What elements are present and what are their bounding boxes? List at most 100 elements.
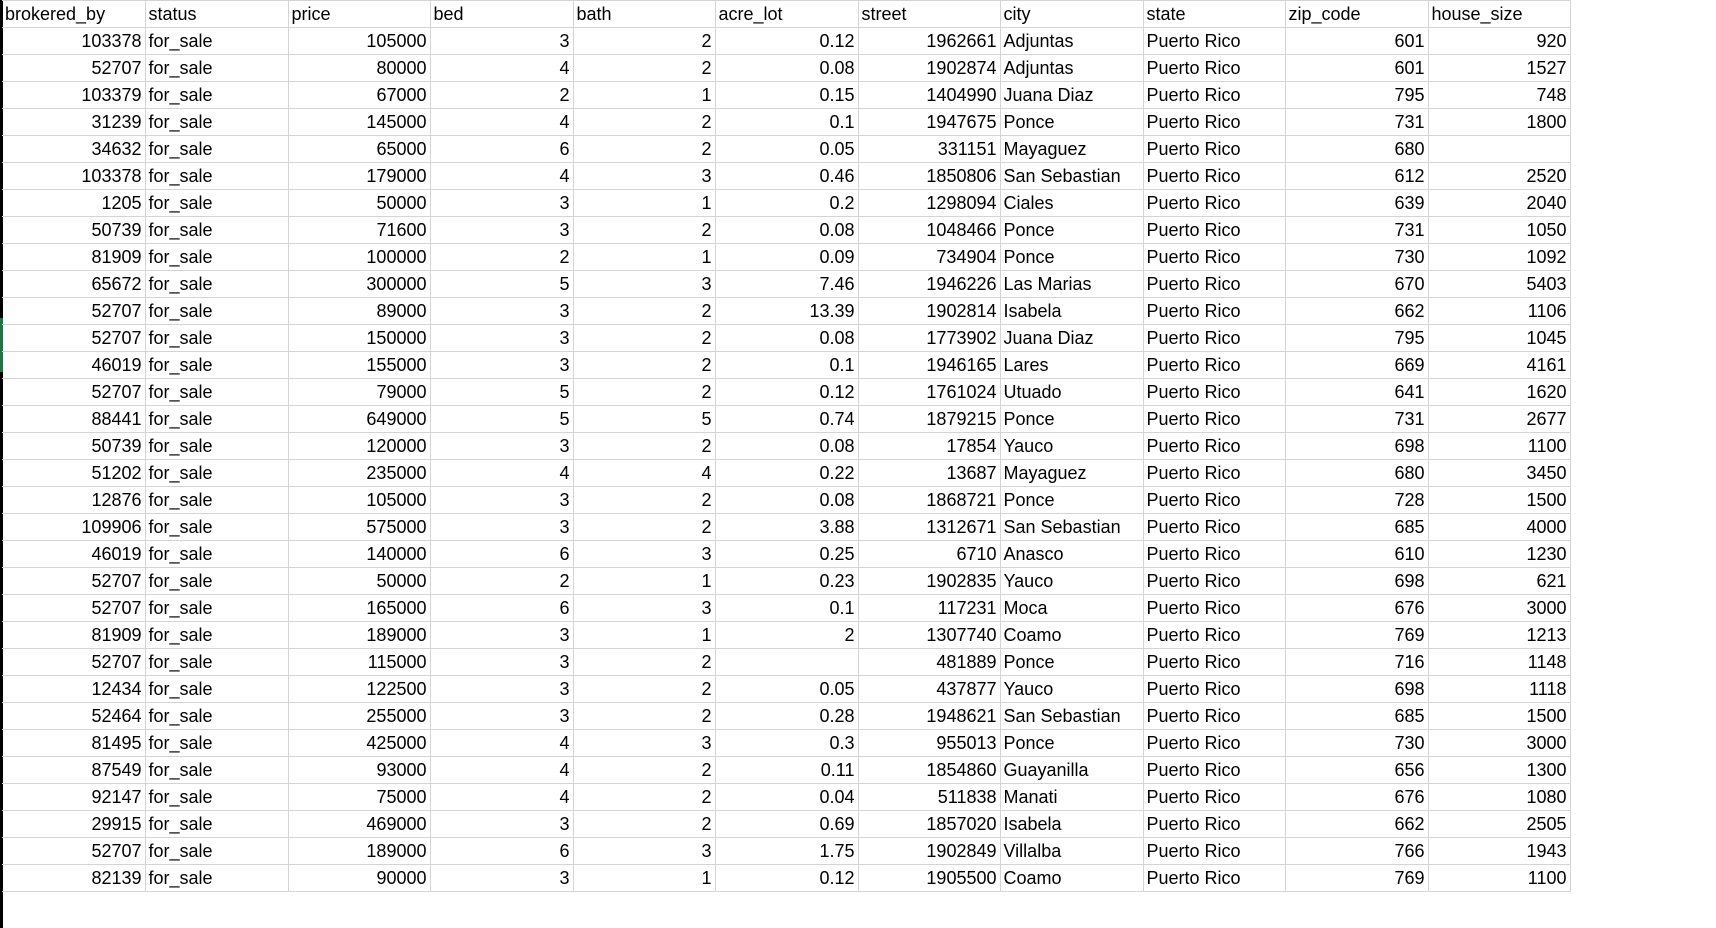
cell-price[interactable]: 80000	[288, 54, 431, 82]
cell-bath[interactable]: 2	[573, 783, 716, 811]
cell-state[interactable]: Puerto Rico	[1143, 567, 1286, 595]
cell-bath[interactable]: 2	[573, 54, 716, 82]
cell-bed[interactable]: 4	[430, 756, 574, 784]
cell-bath[interactable]: 2	[573, 513, 716, 541]
cell-acre-lot[interactable]: 0.1	[715, 594, 859, 622]
cell-bath[interactable]: 1	[573, 243, 716, 271]
cell-acre-lot[interactable]: 0.25	[715, 540, 859, 568]
cell-price[interactable]: 75000	[288, 783, 431, 811]
cell-status[interactable]: for_sale	[145, 81, 289, 109]
cell-state[interactable]: Puerto Rico	[1143, 810, 1286, 838]
cell-brokered-by[interactable]: 92147	[2, 783, 146, 811]
cell-house-size[interactable]: 1943	[1428, 837, 1571, 865]
cell-acre-lot[interactable]: 0.05	[715, 675, 859, 703]
cell-city[interactable]: Yauco	[1000, 432, 1144, 460]
cell-zip-code[interactable]: 680	[1285, 459, 1429, 487]
cell-state[interactable]: Puerto Rico	[1143, 702, 1286, 730]
column-header-house-size[interactable]: house_size	[1428, 0, 1571, 28]
cell-price[interactable]: 189000	[288, 621, 431, 649]
cell-price[interactable]: 255000	[288, 702, 431, 730]
column-header-bath[interactable]: bath	[573, 0, 716, 28]
cell-brokered-by[interactable]: 52707	[2, 378, 146, 406]
cell-price[interactable]: 50000	[288, 567, 431, 595]
cell-house-size[interactable]: 1100	[1428, 864, 1571, 892]
cell-zip-code[interactable]: 795	[1285, 81, 1429, 109]
cell-state[interactable]: Puerto Rico	[1143, 351, 1286, 379]
cell-bed[interactable]: 3	[430, 486, 574, 514]
column-header-price[interactable]: price	[288, 0, 431, 28]
cell-status[interactable]: for_sale	[145, 351, 289, 379]
cell-status[interactable]: for_sale	[145, 783, 289, 811]
cell-state[interactable]: Puerto Rico	[1143, 405, 1286, 433]
cell-brokered-by[interactable]: 12434	[2, 675, 146, 703]
cell-status[interactable]: for_sale	[145, 459, 289, 487]
cell-status[interactable]: for_sale	[145, 702, 289, 730]
cell-status[interactable]: for_sale	[145, 594, 289, 622]
cell-state[interactable]: Puerto Rico	[1143, 81, 1286, 109]
cell-zip-code[interactable]: 685	[1285, 702, 1429, 730]
cell-house-size[interactable]: 4000	[1428, 513, 1571, 541]
cell-bed[interactable]: 3	[430, 351, 574, 379]
cell-bath[interactable]: 2	[573, 297, 716, 325]
cell-zip-code[interactable]: 641	[1285, 378, 1429, 406]
cell-brokered-by[interactable]: 65672	[2, 270, 146, 298]
cell-zip-code[interactable]: 601	[1285, 54, 1429, 82]
cell-price[interactable]: 165000	[288, 594, 431, 622]
cell-bath[interactable]: 2	[573, 216, 716, 244]
cell-house-size[interactable]: 1500	[1428, 486, 1571, 514]
cell-state[interactable]: Puerto Rico	[1143, 216, 1286, 244]
cell-status[interactable]: for_sale	[145, 189, 289, 217]
cell-zip-code[interactable]: 685	[1285, 513, 1429, 541]
column-header-zip-code[interactable]: zip_code	[1285, 0, 1429, 28]
cell-street[interactable]: 481889	[858, 648, 1001, 676]
cell-status[interactable]: for_sale	[145, 135, 289, 163]
cell-city[interactable]: Isabela	[1000, 297, 1144, 325]
cell-street[interactable]: 1902849	[858, 837, 1001, 865]
cell-acre-lot[interactable]: 0.15	[715, 81, 859, 109]
cell-price[interactable]: 79000	[288, 378, 431, 406]
cell-bath[interactable]: 5	[573, 405, 716, 433]
cell-house-size[interactable]: 5403	[1428, 270, 1571, 298]
cell-city[interactable]: Coamo	[1000, 864, 1144, 892]
cell-bed[interactable]: 3	[430, 810, 574, 838]
cell-status[interactable]: for_sale	[145, 567, 289, 595]
cell-street[interactable]: 1857020	[858, 810, 1001, 838]
cell-house-size[interactable]: 920	[1428, 27, 1571, 55]
cell-bed[interactable]: 3	[430, 189, 574, 217]
cell-brokered-by[interactable]: 52707	[2, 324, 146, 352]
cell-status[interactable]: for_sale	[145, 621, 289, 649]
cell-status[interactable]: for_sale	[145, 513, 289, 541]
cell-bed[interactable]: 3	[430, 675, 574, 703]
cell-zip-code[interactable]: 731	[1285, 216, 1429, 244]
cell-zip-code[interactable]: 662	[1285, 297, 1429, 325]
cell-price[interactable]: 140000	[288, 540, 431, 568]
cell-zip-code[interactable]: 670	[1285, 270, 1429, 298]
cell-status[interactable]: for_sale	[145, 675, 289, 703]
column-header-city[interactable]: city	[1000, 0, 1144, 28]
cell-brokered-by[interactable]: 52707	[2, 54, 146, 82]
cell-acre-lot[interactable]: 2	[715, 621, 859, 649]
cell-state[interactable]: Puerto Rico	[1143, 729, 1286, 757]
cell-bath[interactable]: 3	[573, 270, 716, 298]
column-header-brokered-by[interactable]: brokered_by	[2, 0, 146, 28]
cell-brokered-by[interactable]: 103378	[2, 162, 146, 190]
cell-house-size[interactable]: 4161	[1428, 351, 1571, 379]
cell-city[interactable]: Juana Diaz	[1000, 324, 1144, 352]
column-header-bed[interactable]: bed	[430, 0, 574, 28]
cell-price[interactable]: 649000	[288, 405, 431, 433]
cell-price[interactable]: 71600	[288, 216, 431, 244]
cell-state[interactable]: Puerto Rico	[1143, 27, 1286, 55]
cell-city[interactable]: Manati	[1000, 783, 1144, 811]
cell-status[interactable]: for_sale	[145, 216, 289, 244]
cell-zip-code[interactable]: 769	[1285, 621, 1429, 649]
cell-price[interactable]: 425000	[288, 729, 431, 757]
cell-brokered-by[interactable]: 50739	[2, 216, 146, 244]
cell-bath[interactable]: 2	[573, 810, 716, 838]
cell-zip-code[interactable]: 698	[1285, 567, 1429, 595]
cell-bed[interactable]: 4	[430, 783, 574, 811]
cell-bed[interactable]: 6	[430, 540, 574, 568]
cell-brokered-by[interactable]: 29915	[2, 810, 146, 838]
cell-state[interactable]: Puerto Rico	[1143, 432, 1286, 460]
cell-bath[interactable]: 1	[573, 864, 716, 892]
cell-price[interactable]: 300000	[288, 270, 431, 298]
